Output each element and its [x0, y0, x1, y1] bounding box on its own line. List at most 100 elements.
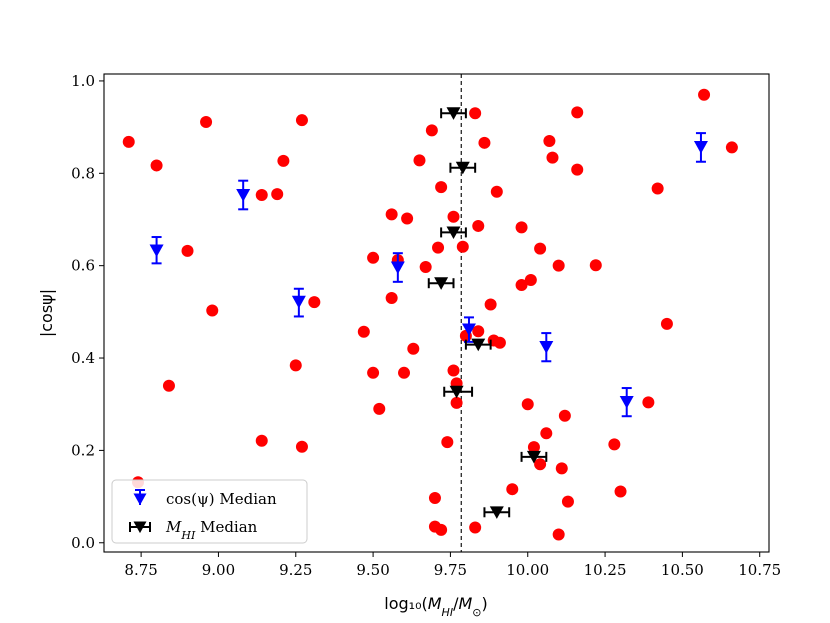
- cos-median-marker: [693, 141, 708, 154]
- data-point: [181, 244, 194, 257]
- data-point: [534, 458, 547, 471]
- x-axis-label: log₁₀(MHI/M⊙): [384, 594, 487, 619]
- x-tick-label: 9.00: [202, 561, 235, 579]
- data-point: [561, 495, 574, 508]
- data-point: [357, 325, 370, 338]
- data-point: [552, 259, 565, 272]
- data-point: [450, 396, 463, 409]
- data-point: [506, 483, 519, 496]
- mhi-median-marker: [526, 450, 541, 464]
- mhi-median-marker: [455, 161, 470, 175]
- mhi-median-marker: [489, 506, 504, 519]
- data-point: [373, 402, 386, 415]
- cos-median-marker: [291, 295, 306, 309]
- data-point: [255, 189, 268, 202]
- cos-median-marker: [539, 340, 554, 354]
- data-point: [558, 409, 571, 422]
- data-point: [367, 251, 380, 264]
- data-point: [413, 154, 426, 167]
- data-point: [534, 242, 547, 255]
- data-point: [398, 366, 411, 379]
- data-point: [385, 208, 398, 221]
- axes-frame: [103, 73, 770, 553]
- cos-median-marker: [236, 189, 251, 202]
- data-point: [515, 221, 528, 234]
- data-point: [469, 521, 482, 534]
- mhi-median-marker: [449, 385, 464, 399]
- y-tick-label: 0.8: [71, 164, 95, 182]
- data-point: [660, 317, 673, 330]
- data-point: [150, 159, 163, 172]
- cos-median-marker: [390, 261, 405, 275]
- data-point: [651, 182, 664, 195]
- legend-marker: [133, 521, 147, 534]
- data-point: [295, 114, 308, 127]
- data-point: [543, 134, 556, 147]
- data-point: [527, 441, 540, 454]
- y-axis-label: |cosψ|: [37, 289, 56, 337]
- legend-box: [111, 479, 308, 544]
- x-tick-label: 9.25: [279, 561, 312, 579]
- data-point: [478, 136, 491, 149]
- data-point: [255, 434, 268, 447]
- data-point: [401, 212, 414, 225]
- x-tick-label: 9.75: [434, 561, 467, 579]
- data-point: [289, 359, 302, 372]
- data-point: [642, 396, 655, 409]
- legend-marker: [133, 493, 147, 506]
- data-point: [277, 154, 290, 167]
- x-tick-label: 10.00: [506, 561, 549, 579]
- data-point: [456, 240, 469, 253]
- cos-median-marker: [619, 395, 634, 409]
- data-point: [515, 279, 528, 292]
- cos-median-marker: [149, 244, 164, 258]
- y-tick-label: 1.0: [71, 72, 95, 90]
- mhi-median-marker: [446, 226, 461, 240]
- cos-median-marker: [461, 323, 476, 337]
- data-point: [484, 298, 497, 311]
- data-point: [524, 273, 537, 286]
- data-point: [571, 163, 584, 176]
- data-point: [367, 366, 380, 379]
- data-point: [571, 106, 584, 119]
- mhi-median-marker: [471, 338, 486, 352]
- data-point: [447, 210, 460, 223]
- data-point: [447, 364, 460, 377]
- x-tick-label: 10.25: [584, 561, 627, 579]
- data-point: [469, 107, 482, 120]
- axes: 8.75 9.00 9.25 9.50 9.75 10.00 10.25 10.50 10.75…: [71, 72, 781, 579]
- data-point: [608, 438, 621, 451]
- data-point: [308, 296, 321, 309]
- data-point: [490, 185, 503, 198]
- data-point: [540, 427, 553, 440]
- data-point: [432, 241, 445, 254]
- data-point: [552, 528, 565, 541]
- data-point: [441, 436, 454, 449]
- data-point: [614, 485, 627, 498]
- data-point: [206, 304, 219, 317]
- data-point: [472, 325, 485, 338]
- mhi-median-marker: [434, 277, 449, 290]
- data-point: [435, 523, 448, 536]
- data-point: [698, 88, 711, 101]
- y-tick-label: 0.6: [71, 257, 95, 275]
- data-point: [419, 261, 432, 274]
- mhi-median-marker: [446, 107, 461, 120]
- data-point: [200, 116, 213, 129]
- x-tick-label: 10.50: [661, 561, 704, 579]
- y-tick-label: 0.2: [71, 441, 95, 459]
- y-tick-label: 0.4: [71, 349, 95, 367]
- y-tick-label: 0.0: [71, 534, 95, 552]
- data-point: [555, 462, 568, 475]
- data-point: [428, 491, 441, 504]
- data-point: [271, 188, 284, 201]
- data-point: [425, 124, 438, 137]
- x-tick-label: 9.50: [356, 561, 389, 579]
- legend-label: MHI Median: [165, 518, 258, 542]
- data-point: [521, 398, 534, 411]
- plot-area: [122, 74, 738, 552]
- data-point: [546, 151, 559, 164]
- x-tick-label: 8.75: [124, 561, 157, 579]
- data-point: [122, 135, 135, 148]
